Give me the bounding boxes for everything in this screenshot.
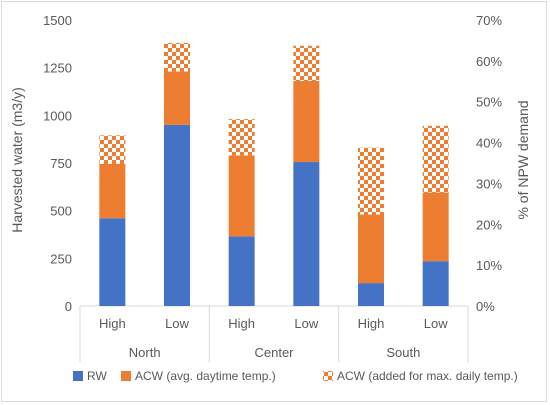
bar-segment-acw-avg-daytime-temp [293,81,320,163]
category-label: High [228,316,255,331]
bar-segment-acw-avg-daytime-temp [422,192,449,262]
legend-label: ACW (avg. daytime temp.) [135,369,276,383]
bar-segment-acw-added-for-max-daily-temp [358,147,384,215]
y2-tick-label: 30% [476,176,502,191]
bar-segment-acw-avg-daytime-temp [164,71,190,125]
category-label: Low [294,316,318,331]
group-label: North [129,345,161,360]
y2-tick-label: 20% [476,217,502,232]
bar-segment-acw-avg-daytime-temp [99,163,126,219]
y-tick-label: 1500 [43,13,72,28]
bar-segment-acw-added-for-max-daily-temp [293,45,320,82]
category-label: High [99,316,126,331]
y2-axis-title: % of NPW demand [515,100,531,219]
plot-area: 0 250 500 750 1000 1250 1500 0% 10% 20% 30% 40% 50% 6… [43,13,518,383]
bar-segment-rw [99,218,126,306]
y-tick-label: 0 [65,299,72,314]
category-label: Low [424,316,448,331]
bar-segment-rw [228,236,255,306]
y2-tick-label: 50% [476,95,502,110]
bar-segment-acw-added-for-max-daily-temp [422,125,449,193]
category-label: High [358,316,385,331]
y-tick-label: 500 [50,204,72,219]
bar-segment-acw-added-for-max-daily-temp [228,119,255,156]
legend-label: ACW (added for max. daily temp.) [337,369,518,383]
bar-segment-acw-added-for-max-daily-temp [164,42,190,72]
y2-tick-label: 70% [476,13,502,28]
y2-tick-label: 60% [476,54,502,69]
bar-segment-rw [358,283,384,306]
y2-tick-label: 0% [476,299,495,314]
y-axis-title: Harvested water (m3/y) [9,87,25,232]
bar-segment-acw-avg-daytime-temp [228,155,255,237]
bar-segment-rw [164,124,190,306]
y2-tick-label: 40% [476,136,502,151]
legend-swatch [323,371,333,381]
y-tick-label: 1250 [43,61,72,76]
y-tick-label: 250 [50,251,72,266]
category-label: Low [165,316,189,331]
group-label: Center [254,345,294,360]
legend-swatch [121,371,131,381]
y-tick-label: 750 [50,156,72,171]
bar-segment-rw [422,261,449,306]
legend-label: RW [87,369,107,383]
bar-segment-rw [293,162,320,306]
bar-segment-acw-added-for-max-daily-temp [99,135,126,164]
legend-swatch [73,371,83,381]
y-tick-label: 1000 [43,108,72,123]
bar-segment-acw-avg-daytime-temp [358,214,384,284]
group-label: South [386,345,420,360]
y2-tick-label: 10% [476,258,502,273]
